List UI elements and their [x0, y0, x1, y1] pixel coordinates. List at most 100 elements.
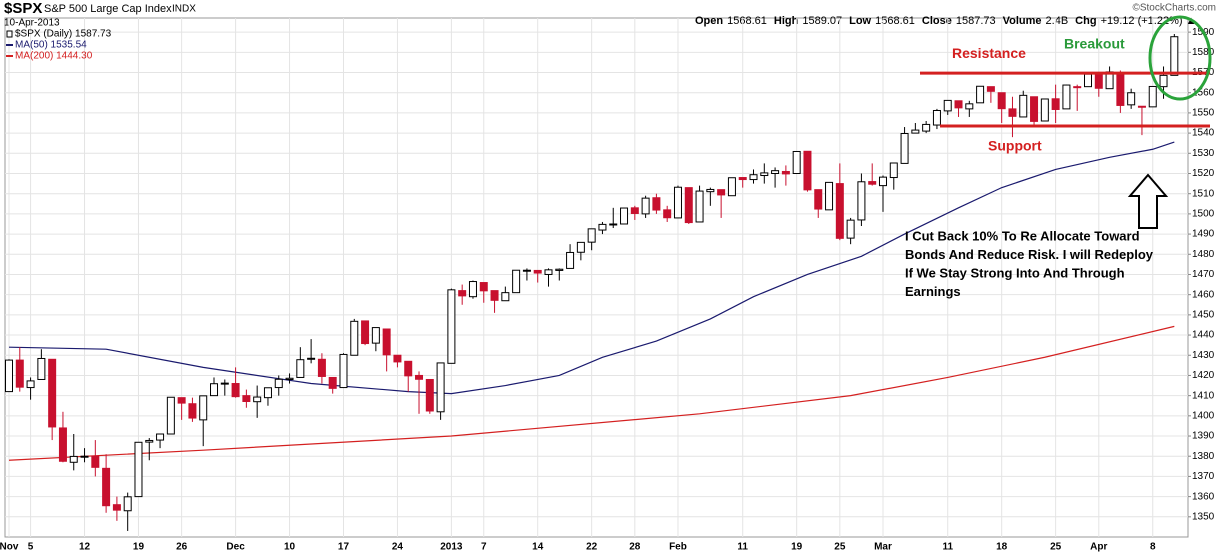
quote-label: Close [922, 15, 952, 27]
date: 10-Apr-2013 [4, 18, 60, 29]
x-tick-label: 19 [791, 542, 803, 553]
candle-body [102, 467, 111, 507]
x-tick-label: Feb [669, 542, 687, 553]
quote-label: Chg [1075, 15, 1096, 27]
y-tick-label: 1350 [1192, 511, 1215, 522]
x-tick-label: 10 [284, 542, 296, 553]
candle-body [630, 207, 639, 214]
candle-body [404, 360, 413, 377]
candle-body [285, 377, 294, 380]
candle-body [80, 455, 89, 458]
candle-body [533, 269, 542, 274]
candle-body [825, 181, 834, 211]
y-tick-label: 1430 [1192, 350, 1215, 361]
quote-value: 1587.73 [956, 15, 996, 27]
candle-body [522, 269, 531, 272]
x-tick-label: Dec [226, 542, 245, 553]
candle-body [900, 133, 909, 164]
x-tick-label: 22 [586, 542, 598, 553]
x-tick-label: 12 [79, 542, 91, 553]
candle-body [69, 455, 78, 463]
x-tick-label: 14 [532, 542, 544, 553]
candle-body [922, 123, 931, 132]
candle-body [350, 320, 359, 356]
candle-body [717, 189, 726, 196]
candle-body [296, 359, 305, 378]
candle-body [1073, 86, 1082, 89]
candle-body [544, 269, 553, 275]
candle-body [857, 181, 866, 221]
candle-body [436, 362, 445, 413]
candle-body [48, 358, 57, 428]
x-tick-label: 17 [338, 542, 350, 553]
candle-body [263, 387, 272, 399]
candle-body [695, 190, 704, 223]
x-tick-label: 11 [942, 542, 953, 553]
candle-body [253, 396, 262, 403]
y-tick-label: 1460 [1192, 289, 1215, 300]
x-tick-label: Mar [874, 542, 892, 553]
candle-body [673, 186, 682, 219]
y-tick-label: 1380 [1192, 451, 1215, 462]
candle-body [58, 427, 67, 462]
candle-body [156, 433, 165, 441]
candle-body [1051, 98, 1060, 110]
level-label: Support [988, 138, 1042, 154]
x-tick-label: 2013 [440, 542, 463, 553]
candle-body [1170, 36, 1179, 76]
y-tick-label: 1490 [1192, 229, 1215, 240]
legend-label: MA(200) 1444.30 [15, 51, 93, 62]
candle-body [15, 359, 24, 388]
y-tick-label: 1360 [1192, 491, 1215, 502]
candle-body [458, 290, 467, 297]
candle-body [566, 251, 575, 269]
note-line: I Cut Back 10% To Re Allocate Toward [905, 228, 1140, 243]
quote-value: 1568.61 [875, 15, 915, 27]
candle-body [361, 320, 370, 345]
y-tick-label: 1550 [1192, 108, 1215, 119]
candle-body [479, 282, 488, 292]
candle-body [490, 290, 499, 301]
candle-body [1137, 105, 1146, 108]
candle-body [911, 129, 920, 134]
candle-body [1019, 94, 1028, 118]
candle-body [965, 103, 974, 110]
candle-body [123, 496, 132, 512]
candle-body [274, 378, 283, 389]
candle-body [1159, 74, 1168, 88]
candle-body [468, 281, 477, 298]
candle-body [641, 197, 650, 215]
candle-body [1148, 85, 1157, 108]
candle-body [878, 176, 887, 187]
candle-body [415, 374, 424, 380]
quote-value: 1589.07 [802, 15, 842, 27]
y-tick-label: 1500 [1192, 209, 1215, 220]
candle-body [868, 181, 877, 185]
candle-body [26, 380, 35, 389]
candle-body [792, 150, 801, 174]
x-tick-label: Apr [1090, 542, 1107, 553]
quote-label: High [774, 15, 799, 27]
candle-body [134, 441, 143, 498]
candle-body [760, 172, 769, 177]
candle-body [771, 170, 780, 174]
exchange: INDX [172, 4, 196, 15]
y-tick-label: 1540 [1192, 128, 1215, 139]
candle-body [781, 170, 790, 175]
candle-body [210, 383, 219, 397]
candle-body [976, 85, 985, 104]
candle-body [339, 353, 348, 389]
x-tick-label: 25 [834, 542, 846, 553]
note-line: If We Stay Strong Into And Through [905, 265, 1125, 280]
candle-body [242, 395, 251, 402]
candle-body [652, 197, 661, 211]
candle-body [587, 228, 596, 243]
candle-body [177, 397, 186, 404]
y-tick-label: 1520 [1192, 168, 1215, 179]
x-tick-label: 25 [1050, 542, 1062, 553]
candle-body [932, 109, 941, 126]
candle-body [738, 177, 747, 181]
candle-body [663, 209, 672, 219]
header: $SPX S&P 500 Large Cap Index INDX 10-Apr… [4, 0, 1216, 29]
arrow [1127, 173, 1169, 229]
